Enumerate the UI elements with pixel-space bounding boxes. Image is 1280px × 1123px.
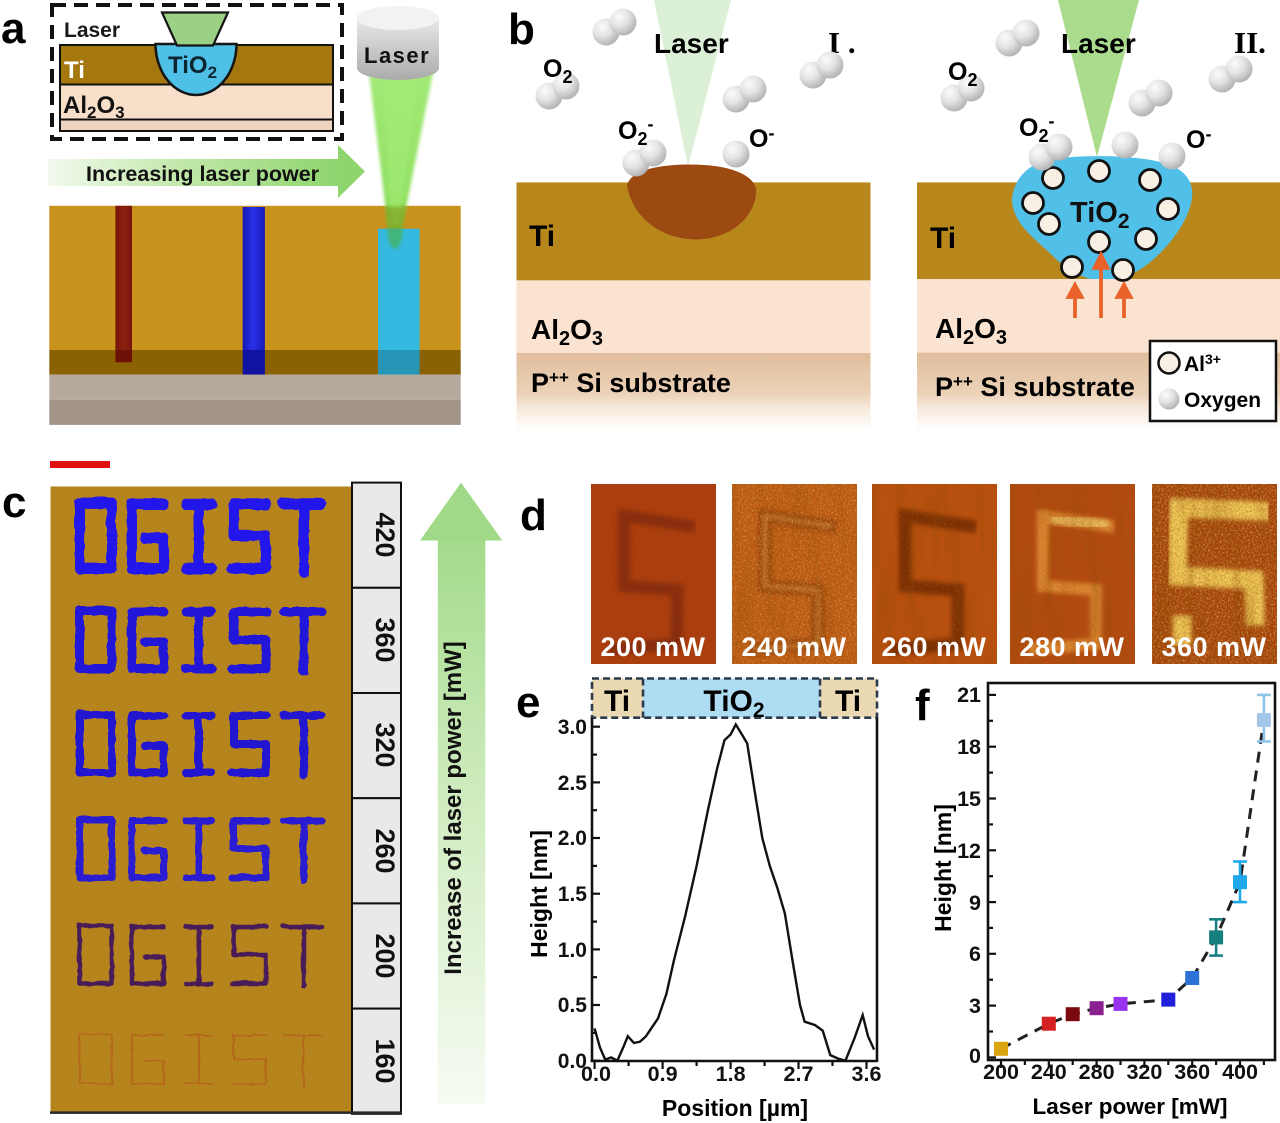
svg-text:320: 320 bbox=[1126, 1060, 1162, 1084]
svg-text:e: e bbox=[516, 678, 540, 727]
svg-text:200: 200 bbox=[370, 933, 400, 978]
svg-text:360: 360 bbox=[1174, 1060, 1210, 1084]
svg-text:200: 200 bbox=[983, 1060, 1019, 1084]
svg-text:b: b bbox=[508, 5, 535, 54]
svg-text:2.5: 2.5 bbox=[558, 772, 588, 795]
svg-text:280 mW: 280 mW bbox=[1019, 632, 1124, 662]
svg-text:360 mW: 360 mW bbox=[1161, 632, 1266, 662]
svg-text:420: 420 bbox=[370, 512, 400, 557]
svg-text:0.0: 0.0 bbox=[558, 1050, 587, 1073]
svg-text:260 mW: 260 mW bbox=[881, 632, 986, 662]
svg-text:Height [nm]: Height [nm] bbox=[526, 830, 552, 958]
svg-text:1.8: 1.8 bbox=[716, 1062, 746, 1086]
svg-text:Position [µm]: Position [µm] bbox=[662, 1095, 808, 1121]
svg-text:Laser: Laser bbox=[1061, 28, 1136, 59]
svg-text:18: 18 bbox=[957, 735, 981, 759]
svg-text:O2: O2 bbox=[948, 58, 977, 90]
svg-text:240 mW: 240 mW bbox=[741, 632, 846, 662]
svg-text:2.0: 2.0 bbox=[558, 827, 587, 850]
svg-text:II.: II. bbox=[1234, 25, 1266, 60]
svg-text:320: 320 bbox=[370, 722, 400, 767]
svg-text:Al2O3: Al2O3 bbox=[531, 314, 603, 350]
svg-text:Laser: Laser bbox=[364, 43, 430, 68]
svg-text:Ti: Ti bbox=[604, 685, 630, 718]
svg-text:1.5: 1.5 bbox=[558, 883, 588, 906]
svg-text:3.0: 3.0 bbox=[558, 716, 587, 739]
svg-text:0.5: 0.5 bbox=[558, 994, 588, 1017]
svg-text:Increasing laser power: Increasing laser power bbox=[86, 162, 320, 186]
svg-text:Height [nm]: Height [nm] bbox=[930, 804, 956, 932]
svg-text:d: d bbox=[520, 491, 547, 540]
svg-text:3.6: 3.6 bbox=[852, 1062, 882, 1086]
svg-text:160: 160 bbox=[370, 1038, 400, 1083]
svg-text:0: 0 bbox=[969, 1044, 981, 1068]
svg-text:a: a bbox=[1, 4, 26, 53]
svg-text:400: 400 bbox=[1222, 1060, 1258, 1084]
svg-text:3: 3 bbox=[969, 994, 981, 1018]
svg-text:260: 260 bbox=[370, 828, 400, 873]
svg-text:P++ Si substrate: P++ Si substrate bbox=[935, 372, 1135, 402]
svg-text:Oxygen: Oxygen bbox=[1184, 389, 1261, 412]
svg-text:Ti: Ti bbox=[930, 222, 956, 255]
svg-text:360: 360 bbox=[370, 617, 400, 662]
svg-text:Ti: Ti bbox=[64, 57, 85, 84]
svg-text:Al2O3: Al2O3 bbox=[935, 313, 1007, 349]
svg-text:c: c bbox=[2, 478, 26, 527]
svg-text:f: f bbox=[915, 681, 930, 730]
svg-text:15: 15 bbox=[957, 787, 981, 811]
svg-text:Ti: Ti bbox=[529, 220, 555, 253]
svg-text:O-: O- bbox=[1186, 124, 1211, 154]
svg-text:Laser: Laser bbox=[654, 28, 729, 59]
svg-text:1.0: 1.0 bbox=[558, 939, 587, 962]
svg-text:12: 12 bbox=[957, 839, 981, 863]
svg-text:21: 21 bbox=[957, 683, 981, 707]
svg-text:200 mW: 200 mW bbox=[600, 632, 705, 662]
svg-text:6: 6 bbox=[969, 942, 981, 966]
svg-text:0.9: 0.9 bbox=[648, 1062, 678, 1086]
svg-text:Laser power [mW]: Laser power [mW] bbox=[1032, 1094, 1227, 1119]
svg-text:2.7: 2.7 bbox=[784, 1062, 814, 1086]
svg-text:9: 9 bbox=[969, 891, 981, 915]
svg-text:0.0: 0.0 bbox=[581, 1062, 611, 1086]
svg-text:Laser: Laser bbox=[64, 19, 120, 42]
svg-text:Increase of laser power [mW]: Increase of laser power [mW] bbox=[440, 641, 467, 974]
svg-text:280: 280 bbox=[1079, 1060, 1115, 1084]
svg-text:O-: O- bbox=[749, 123, 774, 153]
svg-text:O2: O2 bbox=[543, 55, 572, 87]
svg-text:Ti: Ti bbox=[835, 685, 861, 718]
svg-text:240: 240 bbox=[1031, 1060, 1067, 1084]
